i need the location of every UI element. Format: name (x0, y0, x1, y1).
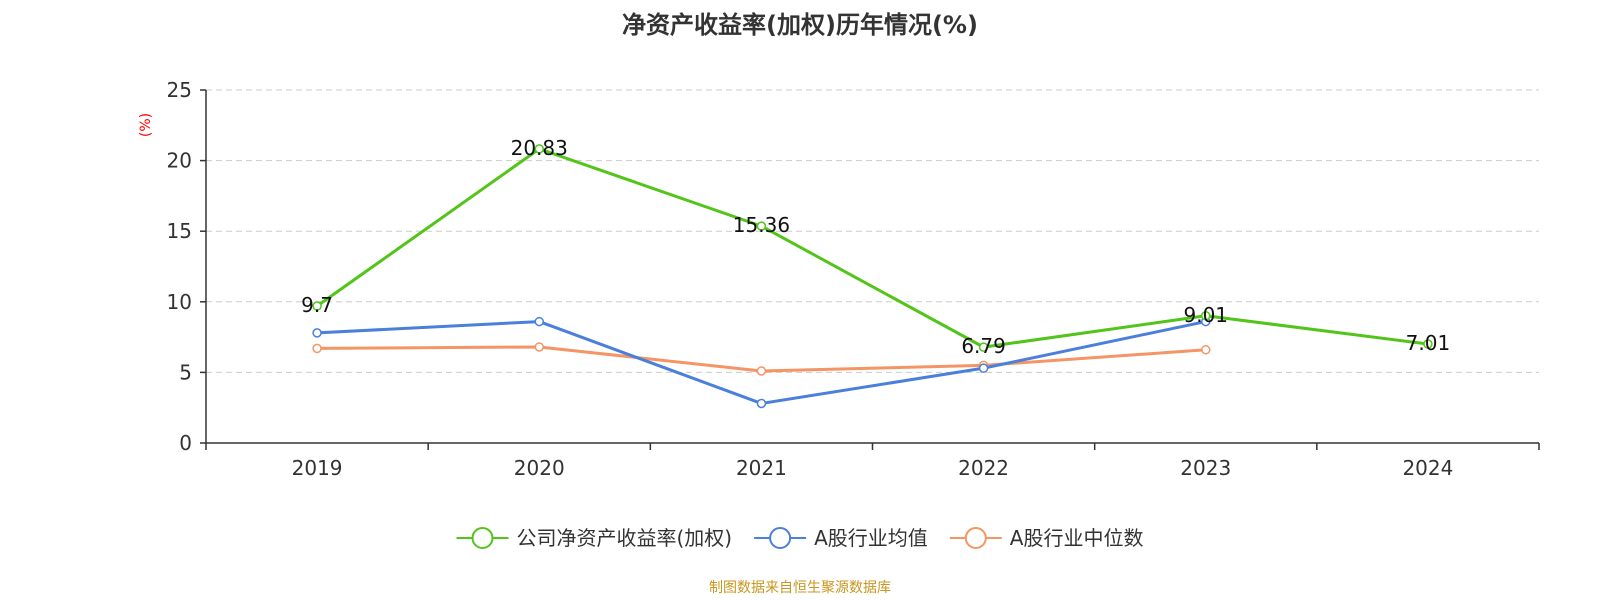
data-point-1[interactable] (312, 328, 322, 338)
legend-label: 公司净资产收益率(加权) (517, 526, 733, 550)
data-point-2[interactable] (534, 342, 544, 352)
x-tick-label: 2019 (292, 456, 343, 480)
data-point-0[interactable] (312, 301, 322, 311)
y-axis-unit-label: (%) (138, 113, 154, 137)
chart-title: 净资产收益率(加权)历年情况(%) (622, 11, 978, 39)
y-tick-label: 10 (167, 290, 192, 314)
data-point-0[interactable] (978, 342, 989, 352)
legend-swatch-marker (964, 527, 987, 549)
x-tick-label: 2022 (958, 456, 1009, 480)
x-tick-label: 2023 (1180, 456, 1231, 480)
legend-item-1[interactable]: A股行业均值 (754, 526, 928, 550)
data-point-0[interactable] (534, 144, 544, 154)
data-point-0[interactable] (1423, 339, 1433, 349)
legend-item-0[interactable]: 公司净资产收益率(加权) (456, 526, 733, 550)
y-tick-label: 15 (167, 219, 192, 243)
grid-lines (206, 89, 1539, 373)
data-labels: 9.7 20.83 15.36 6.79 9.01 7.01 (301, 136, 1450, 358)
legend-swatch-marker (471, 527, 494, 549)
data-label: 6.79 (961, 334, 1006, 358)
legend-label: A股行业均值 (814, 526, 928, 550)
data-point-0[interactable] (756, 221, 767, 231)
legend-label: A股行业中位数 (1010, 526, 1144, 550)
y-tick-label: 5 (179, 360, 192, 384)
data-label: 9.01 (1183, 303, 1228, 327)
y-tick-label: 20 (167, 149, 192, 173)
data-label: 20.83 (511, 136, 568, 160)
y-tick-label: 0 (179, 431, 192, 455)
x-tick-label: 2024 (1402, 456, 1453, 480)
y-tick-label: 25 (167, 78, 192, 102)
legend: 公司净资产收益率(加权) A股行业均值 A股行业中位数 (456, 526, 1144, 550)
data-label: 9.7 (301, 293, 333, 317)
source-note: 制图数据来自恒生聚源数据库 (709, 580, 891, 596)
x-tick-label: 2021 (736, 456, 787, 480)
axes: 0 5 10 15 20 25 2019 2020 2021 2022 2023 2024 (167, 78, 1540, 480)
series-lines (312, 144, 1433, 409)
data-label: 15.36 (733, 213, 790, 237)
data-point-1[interactable] (978, 363, 989, 373)
x-tick-label: 2020 (514, 456, 565, 480)
data-point-1[interactable] (756, 398, 767, 409)
series-line-0 (316, 147, 1429, 349)
data-point-0[interactable] (1201, 311, 1211, 321)
data-point-1[interactable] (534, 316, 544, 327)
legend-swatch-marker (769, 527, 792, 549)
data-label: 7.01 (1406, 331, 1451, 355)
legend-item-2[interactable]: A股行业中位数 (949, 526, 1144, 550)
data-point-2[interactable] (312, 343, 322, 354)
data-point-2[interactable] (756, 366, 767, 376)
data-point-2[interactable] (1201, 345, 1211, 355)
